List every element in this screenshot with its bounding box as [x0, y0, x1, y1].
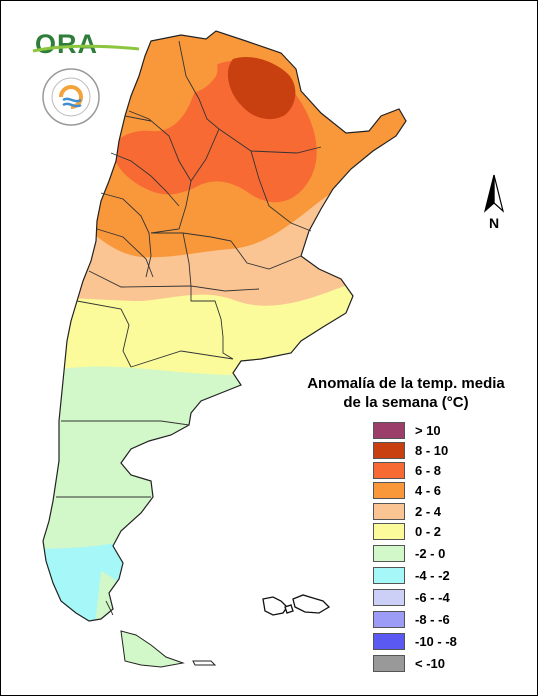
legend-label: -4 - -2 — [415, 567, 450, 583]
legend-label: 8 - 10 — [415, 442, 449, 458]
legend-title-line1: Anomalía de la temp. media — [307, 375, 505, 392]
tierra-del-fuego — [120, 630, 217, 668]
north-arrow-icon — [483, 174, 505, 213]
leaf-swoosh-icon — [32, 44, 140, 53]
legend-label: 4 - 6 — [415, 482, 442, 498]
legend-entry: -6 - -4 — [373, 588, 450, 606]
legend-label: > 10 — [415, 422, 441, 438]
legend-entry: -2 - 0 — [373, 544, 445, 562]
legend-label: -10 - -8 — [415, 633, 457, 649]
legend-label: < -10 — [415, 655, 445, 671]
smn-seal-icon — [42, 68, 100, 126]
legend-title-line2: de la semana (°C) — [343, 394, 469, 411]
legend-entry: -10 - -8 — [373, 632, 457, 650]
province-borders — [56, 40, 322, 616]
legend-swatch — [373, 588, 405, 606]
legend-label: -2 - 0 — [415, 545, 446, 561]
band-neg2-0-south — [91, 571, 168, 621]
legend-title: Anomalía de la temp. media de la semana … — [291, 374, 521, 412]
legend-entry: > 10 — [373, 421, 441, 439]
legend-swatch — [373, 632, 405, 650]
legend-label: -6 - -4 — [415, 589, 450, 605]
ora-logo: ORA — [32, 29, 140, 60]
legend-label: 0 - 2 — [415, 523, 442, 539]
legend-swatch — [373, 441, 405, 459]
legend-swatch — [373, 461, 405, 479]
legend-swatch — [373, 522, 405, 540]
legend-entry: -8 - -6 — [373, 610, 450, 628]
legend-swatch — [373, 481, 405, 499]
legend-entry: 0 - 2 — [373, 522, 441, 540]
legend-label: 6 - 8 — [415, 462, 442, 478]
legend-swatch — [373, 421, 405, 439]
legend-swatch — [373, 654, 405, 672]
legend-entry: 8 - 10 — [373, 441, 448, 459]
north-label: N — [489, 215, 500, 231]
malvinas-islands — [262, 594, 331, 616]
legend-entry: 4 - 6 — [373, 481, 441, 499]
legend-entry: 6 - 8 — [373, 461, 441, 479]
legend-label: -8 - -6 — [415, 611, 450, 627]
legend-entry: < -10 — [373, 654, 445, 672]
legend-swatch — [373, 610, 405, 628]
legend-entry: 2 - 4 — [373, 502, 441, 520]
band-8-10 — [227, 56, 296, 120]
legend-entry: -4 - -2 — [373, 566, 450, 584]
legend: Anomalía de la temp. media de la semana … — [291, 374, 521, 672]
band-4-6-north — [139, 47, 218, 94]
legend-swatch — [373, 502, 405, 520]
legend-swatch — [373, 566, 405, 584]
legend-swatch — [373, 544, 405, 562]
legend-label: 2 - 4 — [415, 503, 442, 519]
ora-logo-text: ORA — [35, 29, 98, 59]
